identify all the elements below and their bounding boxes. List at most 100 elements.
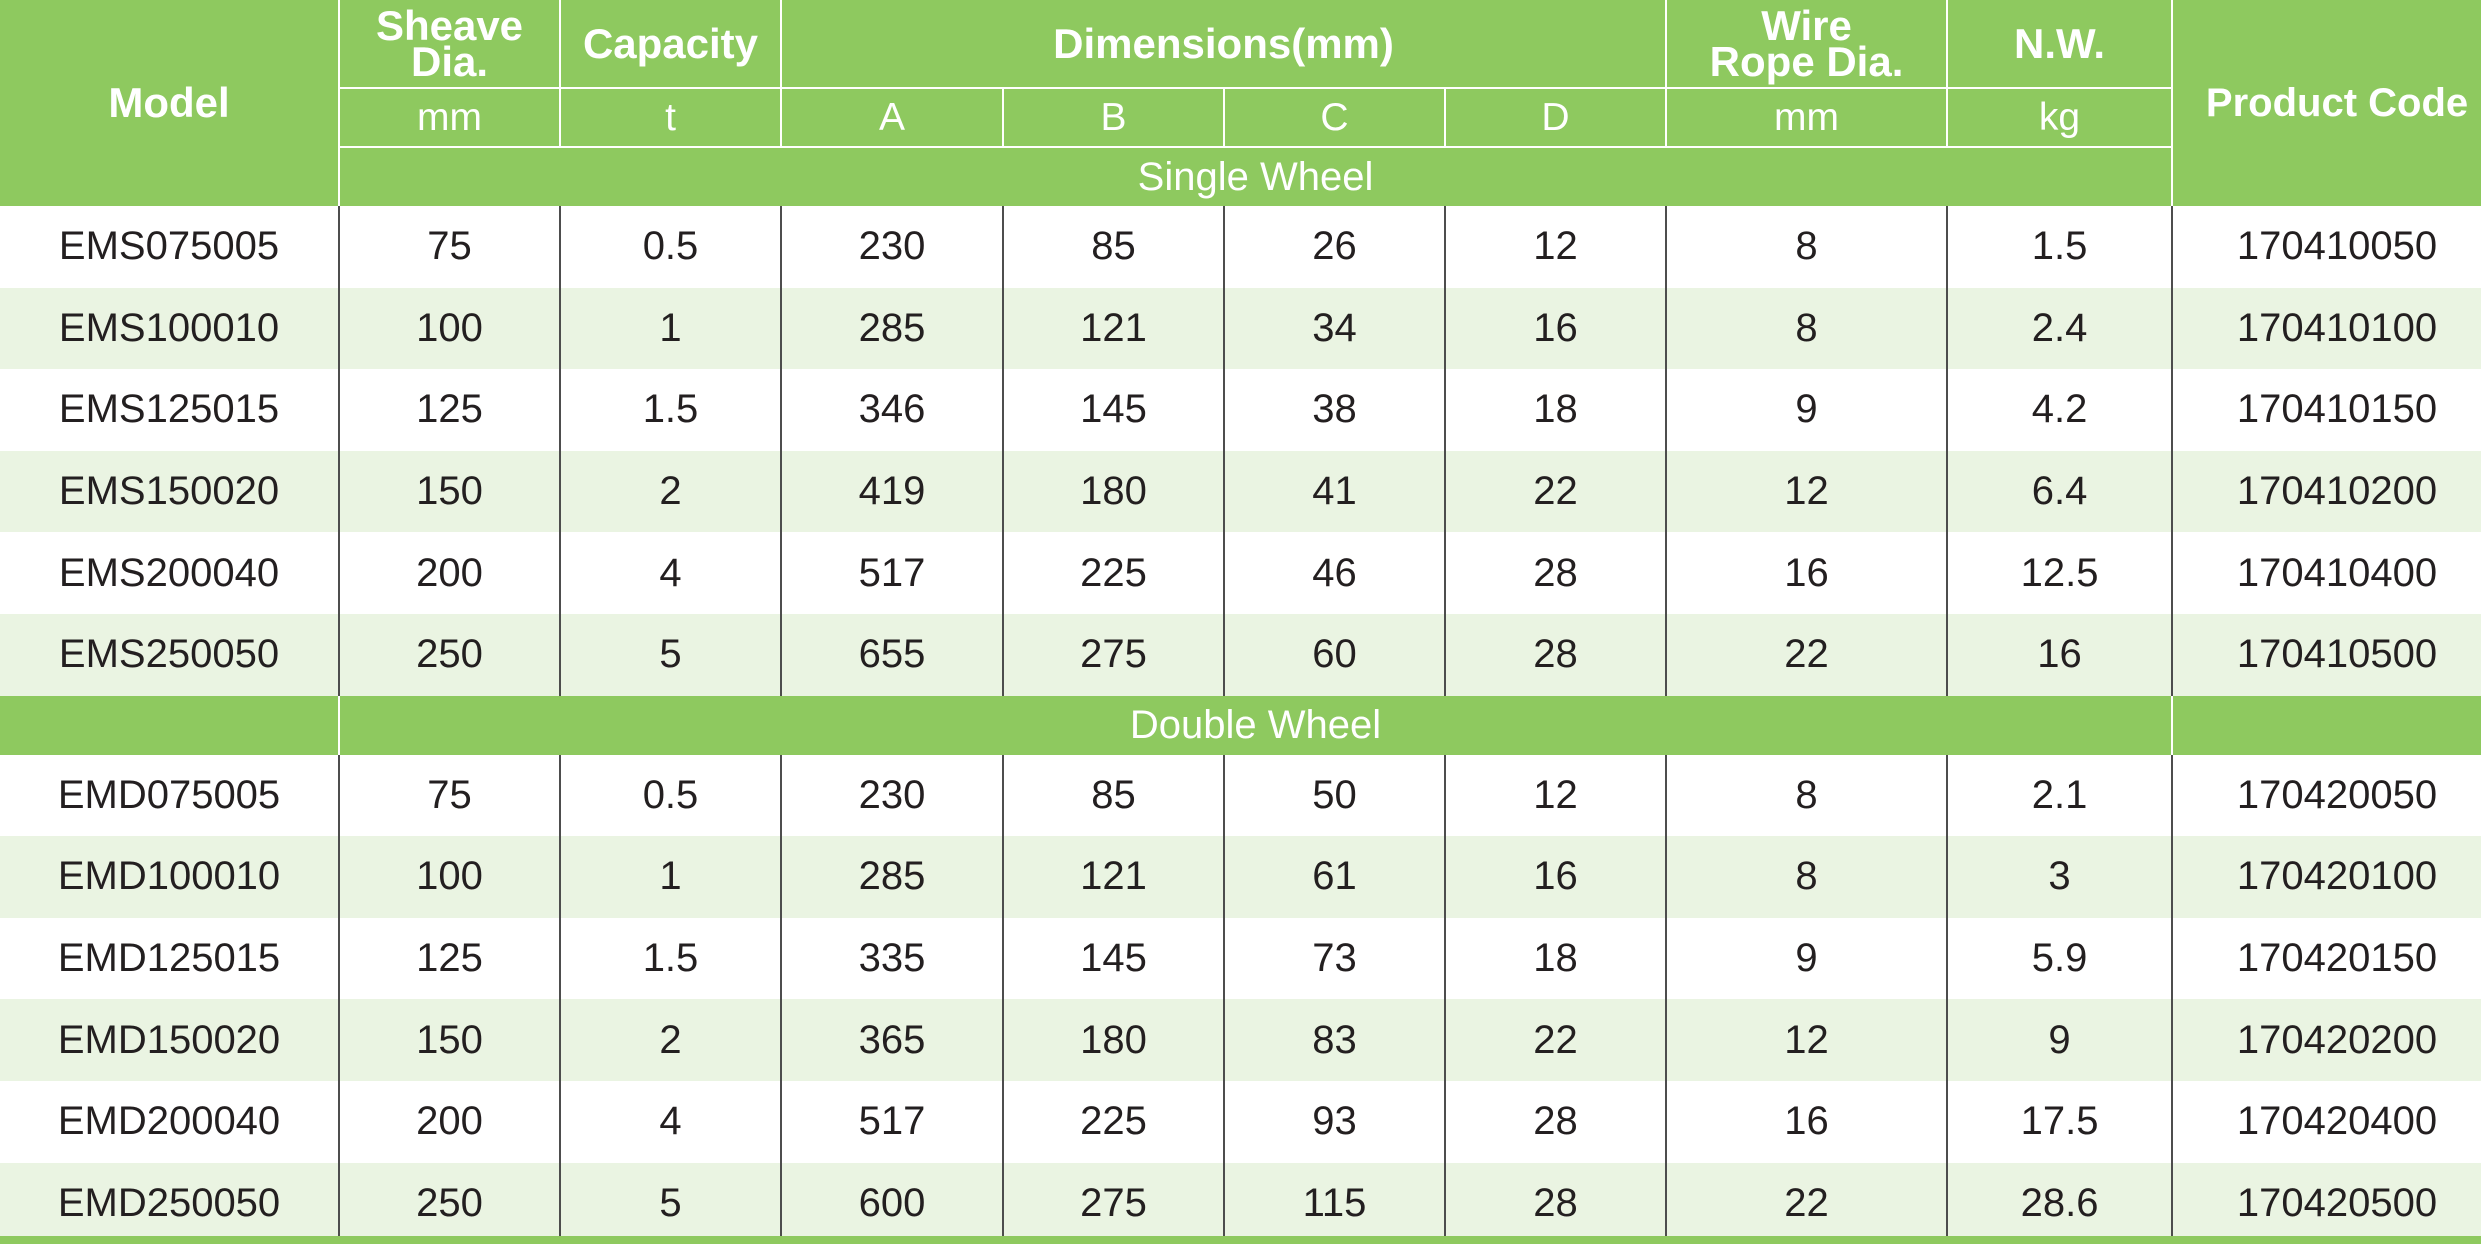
cell-dim-b: 85	[1002, 754, 1224, 837]
cell-dim-d: 22	[1443, 999, 1667, 1081]
table-row: EMS150020 150 2 419 180 41 22 12 6.4 170…	[0, 450, 2481, 533]
cell-product-code: 170420200	[2171, 999, 2481, 1081]
cell-sheave: 150	[338, 999, 560, 1081]
cell-dim-b: 121	[1002, 836, 1224, 918]
cell-wire: 12	[1665, 999, 1948, 1081]
cell-capacity: 1.5	[559, 369, 781, 451]
cell-capacity: 4	[559, 1080, 781, 1163]
cell-nw: 2.1	[1946, 754, 2173, 837]
cell-wire: 22	[1665, 613, 1948, 696]
cell-wire: 8	[1665, 287, 1948, 370]
cell-model: EMS250050	[0, 613, 339, 696]
cell-capacity: 2	[559, 999, 781, 1081]
cell-product-code: 170420050	[2171, 754, 2481, 837]
section-title-single: Single Wheel	[337, 147, 2173, 206]
separator-right	[2172, 695, 2481, 755]
cell-product-code: 170420150	[2171, 917, 2481, 1000]
table-row: EMS075005 75 0.5 230 85 26 12 8 1.5 1704…	[0, 206, 2481, 288]
cell-dim-b: 225	[1002, 1080, 1224, 1163]
cell-dim-d: 28	[1443, 532, 1667, 614]
cell-dim-a: 230	[780, 754, 1003, 837]
table-row: EMS250050 250 5 655 275 60 28 22 16 1704…	[0, 613, 2481, 696]
cell-dim-a: 600	[780, 1162, 1003, 1244]
header-model: Model	[0, 0, 339, 206]
cell-dim-b: 180	[1002, 999, 1224, 1081]
cell-dim-c: 46	[1223, 532, 1445, 614]
header-sheave-top: Sheave	[375, 1, 524, 49]
cell-dim-b: 180	[1002, 450, 1224, 533]
cell-dim-a: 230	[780, 206, 1003, 288]
cell-dim-a: 285	[780, 287, 1003, 370]
cell-model: EMS125015	[0, 369, 339, 451]
cell-dim-c: 61	[1223, 836, 1445, 918]
cell-wire: 9	[1665, 369, 1948, 451]
bottom-accent-bar	[0, 1236, 2481, 1244]
cell-nw: 28.6	[1946, 1162, 2173, 1244]
cell-capacity: 1	[559, 287, 781, 370]
cell-model: EMS075005	[0, 206, 339, 288]
cell-dim-d: 16	[1443, 836, 1667, 918]
header-product-code: Product Code	[2171, 0, 2481, 206]
table-row: EMD125015 125 1.5 335 145 73 18 9 5.9 17…	[0, 917, 2481, 1000]
cell-wire: 8	[1665, 836, 1948, 918]
cell-dim-a: 335	[780, 917, 1003, 1000]
cell-capacity: 0.5	[559, 754, 781, 837]
cell-dim-c: 73	[1223, 917, 1445, 1000]
cell-dim-d: 22	[1443, 450, 1667, 533]
cell-wire: 8	[1665, 754, 1948, 837]
table-row: EMD100010 100 1 285 121 61 16 8 3 170420…	[0, 836, 2481, 918]
table-row: EMS100010 100 1 285 121 34 16 8 2.4 1704…	[0, 287, 2481, 370]
cell-product-code: 170410050	[2171, 206, 2481, 288]
cell-capacity: 2	[559, 450, 781, 533]
cell-model: EMS200040	[0, 532, 339, 614]
header-dimensions: Dimensions(mm)	[779, 0, 1667, 89]
cell-sheave: 250	[338, 1162, 560, 1244]
cell-dim-d: 28	[1443, 613, 1667, 696]
cell-sheave: 75	[338, 754, 560, 837]
unit-dim-b: B	[1002, 88, 1224, 148]
cell-product-code: 170410500	[2171, 613, 2481, 696]
cell-product-code: 170410100	[2171, 287, 2481, 370]
cell-model: EMD075005	[0, 754, 339, 837]
cell-wire: 12	[1665, 450, 1948, 533]
cell-dim-d: 28	[1443, 1080, 1667, 1163]
cell-model: EMD125015	[0, 917, 339, 1000]
cell-dim-a: 285	[780, 836, 1003, 918]
cell-dim-b: 85	[1002, 206, 1224, 288]
table-row: EMD150020 150 2 365 180 83 22 12 9 17042…	[0, 999, 2481, 1081]
cell-product-code: 170420100	[2171, 836, 2481, 918]
cell-model: EMD200040	[0, 1080, 339, 1163]
cell-capacity: 4	[559, 532, 781, 614]
cell-sheave: 150	[338, 450, 560, 533]
cell-wire: 16	[1665, 1080, 1948, 1163]
section-separator: Double Wheel	[0, 695, 2481, 755]
cell-dim-a: 365	[780, 999, 1003, 1081]
cell-wire: 16	[1665, 532, 1948, 614]
cell-nw: 5.9	[1946, 917, 2173, 1000]
cell-dim-d: 18	[1443, 917, 1667, 1000]
cell-capacity: 0.5	[559, 206, 781, 288]
unit-nw: kg	[1946, 88, 2173, 148]
cell-sheave: 200	[338, 532, 560, 614]
unit-dim-d: D	[1443, 88, 1667, 148]
cell-dim-c: 83	[1223, 999, 1445, 1081]
cell-nw: 6.4	[1946, 450, 2173, 533]
table-row: EMD250050 250 5 600 275 115 28 22 28.6 1…	[0, 1162, 2481, 1244]
cell-dim-c: 26	[1223, 206, 1445, 288]
unit-wire: mm	[1665, 88, 1948, 148]
separator-left	[0, 695, 339, 755]
header-capacity: Capacity	[559, 0, 781, 89]
cell-dim-c: 41	[1223, 450, 1445, 533]
cell-product-code: 170420500	[2171, 1162, 2481, 1244]
cell-sheave: 75	[338, 206, 560, 288]
cell-nw: 12.5	[1946, 532, 2173, 614]
cell-dim-d: 28	[1443, 1162, 1667, 1244]
cell-dim-c: 34	[1223, 287, 1445, 370]
unit-dim-a: A	[780, 88, 1003, 148]
cell-wire: 8	[1665, 206, 1948, 288]
header-wire-bottom: Rope Dia.	[1709, 37, 1904, 85]
cell-dim-b: 275	[1002, 1162, 1224, 1244]
cell-dim-a: 517	[780, 1080, 1003, 1163]
cell-dim-b: 145	[1002, 369, 1224, 451]
